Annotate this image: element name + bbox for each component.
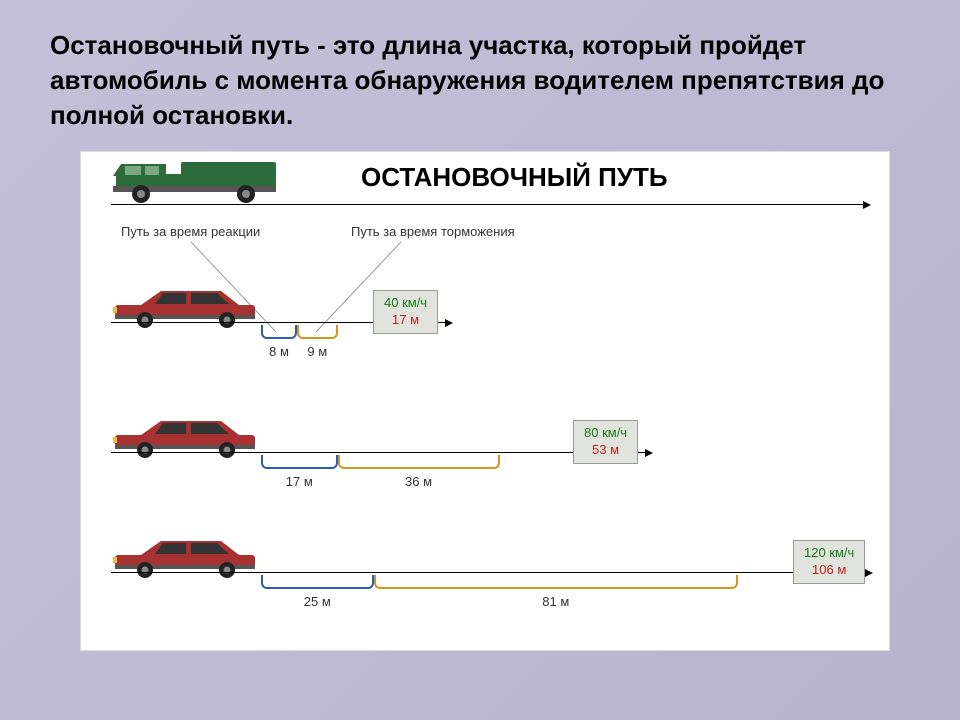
reaction-distance: 17 м [286,474,313,489]
slide: Остановочный путь - это длина участка, к… [0,0,960,671]
total-distance: 53 м [584,442,627,459]
speed-box: 120 км/ч 106 м [793,540,865,584]
speed-value: 120 км/ч [804,545,854,562]
diagram-title: ОСТАНОВОЧНЫЙ ПУТЬ [361,162,668,193]
label-braking: Путь за время торможения [351,224,515,239]
speed-value: 40 км/ч [384,295,427,312]
speed-box: 40 км/ч 17 м [373,290,438,334]
braking-distance: 81 м [542,594,569,609]
reaction-bracket [261,325,297,339]
speed-value: 80 км/ч [584,425,627,442]
reaction-bracket [261,575,374,589]
car-icon [111,537,261,584]
braking-distance: 36 м [405,474,432,489]
reaction-distance: 8 м [269,344,289,359]
label-reaction: Путь за время реакции [121,224,260,239]
road-line [111,572,871,573]
braking-bracket [297,325,338,339]
heading: Остановочный путь - это длина участка, к… [50,28,910,133]
braking-bracket [338,455,500,469]
braking-distance: 9 м [307,344,327,359]
stopping-distance-diagram: ОСТАНОВОЧНЫЙ ПУТЬ Путь за время реакции … [80,151,890,651]
reaction-distance: 25 м [304,594,331,609]
speed-box: 80 км/ч 53 м [573,420,638,464]
car-icon [111,417,261,464]
braking-bracket [374,575,739,589]
van-icon [111,160,281,209]
reaction-bracket [261,455,338,469]
top-baseline [111,204,869,205]
total-distance: 17 м [384,312,427,329]
road-line [111,452,651,453]
car-icon [111,287,261,334]
total-distance: 106 м [804,562,854,579]
